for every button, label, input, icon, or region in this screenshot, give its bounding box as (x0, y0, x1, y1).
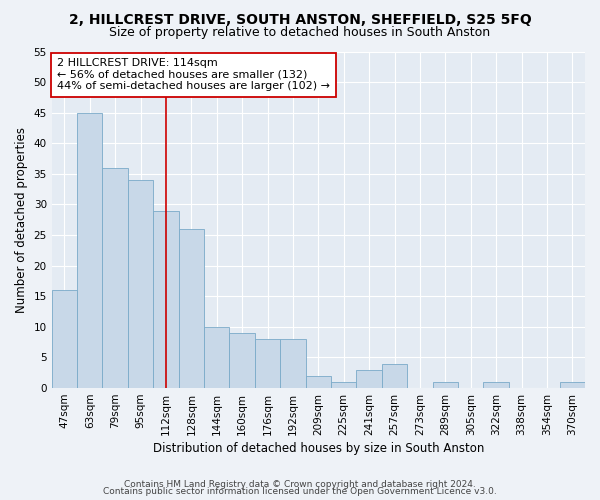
Text: 2 HILLCREST DRIVE: 114sqm
← 56% of detached houses are smaller (132)
44% of semi: 2 HILLCREST DRIVE: 114sqm ← 56% of detac… (57, 58, 330, 92)
X-axis label: Distribution of detached houses by size in South Anston: Distribution of detached houses by size … (152, 442, 484, 455)
Bar (280, 339, 305, 388)
Bar (331, 382, 356, 388)
Bar (204, 327, 229, 388)
Bar (77, 112, 103, 388)
Bar (484, 382, 509, 388)
Bar (229, 333, 255, 388)
Text: Contains public sector information licensed under the Open Government Licence v3: Contains public sector information licen… (103, 488, 497, 496)
Bar (305, 376, 331, 388)
Bar (128, 180, 153, 388)
Y-axis label: Number of detached properties: Number of detached properties (15, 127, 28, 313)
Bar (560, 382, 585, 388)
Bar (52, 290, 77, 388)
Bar (356, 370, 382, 388)
Text: Contains HM Land Registry data © Crown copyright and database right 2024.: Contains HM Land Registry data © Crown c… (124, 480, 476, 489)
Bar (179, 229, 204, 388)
Bar (382, 364, 407, 388)
Bar (103, 168, 128, 388)
Bar (433, 382, 458, 388)
Bar (255, 339, 280, 388)
Text: Size of property relative to detached houses in South Anston: Size of property relative to detached ho… (109, 26, 491, 39)
Bar (153, 210, 179, 388)
Text: 2, HILLCREST DRIVE, SOUTH ANSTON, SHEFFIELD, S25 5FQ: 2, HILLCREST DRIVE, SOUTH ANSTON, SHEFFI… (68, 12, 532, 26)
